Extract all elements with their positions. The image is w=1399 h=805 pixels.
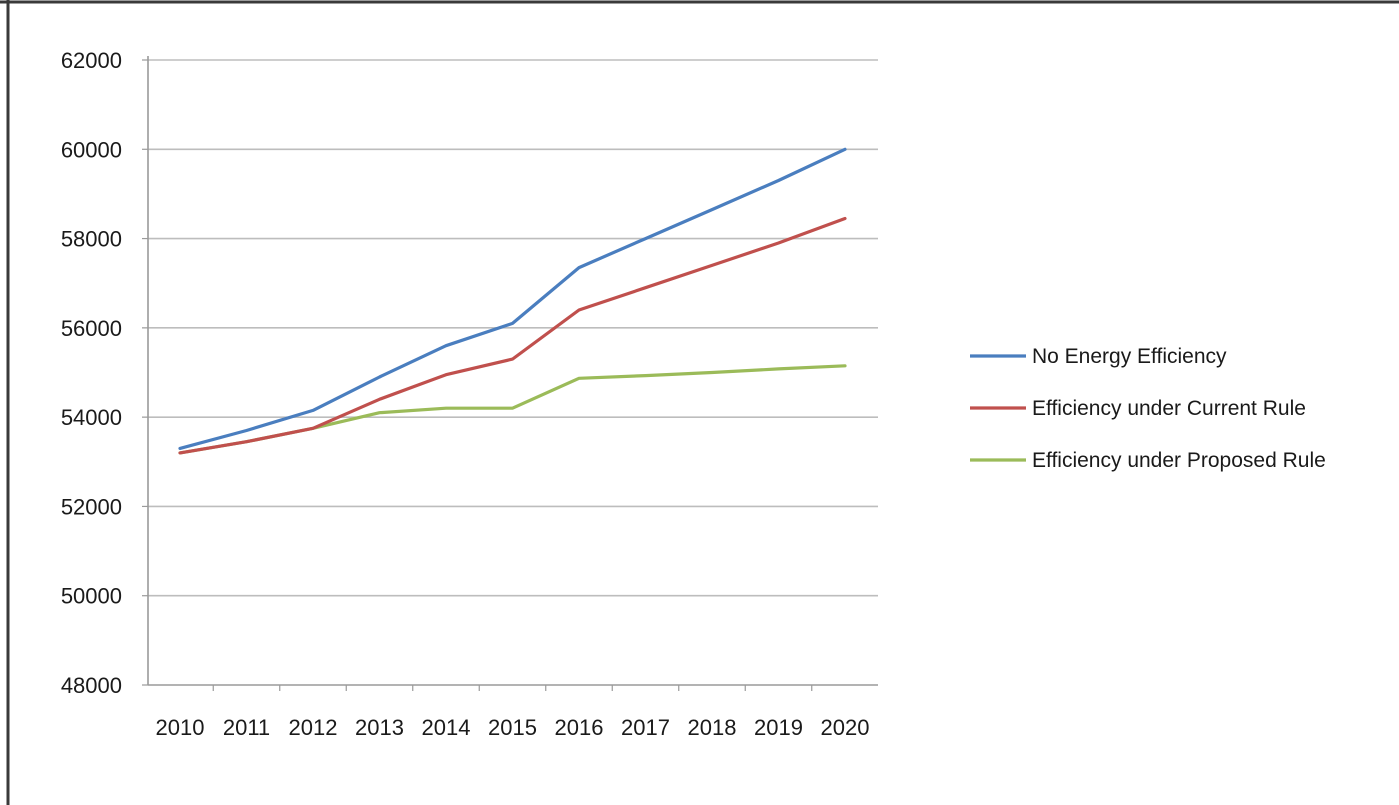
x-tick-label: 2017 <box>621 715 670 740</box>
x-tick-label: 2012 <box>289 715 338 740</box>
x-tick-label: 2019 <box>754 715 803 740</box>
x-tick-label: 2014 <box>422 715 471 740</box>
y-tick-label: 52000 <box>61 494 122 519</box>
series-line <box>178 364 847 455</box>
y-tick-label: 62000 <box>61 48 122 73</box>
legend-entry: Efficiency under Proposed Rule <box>1032 449 1326 472</box>
y-tick-label: 60000 <box>61 137 122 162</box>
x-tick-label: 2020 <box>821 715 870 740</box>
y-tick-label: 56000 <box>61 316 122 341</box>
y-tick-label: 58000 <box>61 227 122 252</box>
legend-entry: Efficiency under Current Rule <box>1032 397 1306 420</box>
y-tick-label: 50000 <box>61 584 122 609</box>
x-tick-label: 2011 <box>223 715 270 740</box>
x-tick-label: 2015 <box>488 715 537 740</box>
x-tick-label: 2018 <box>688 715 737 740</box>
series-line <box>178 216 847 455</box>
y-tick-label: 54000 <box>61 405 122 430</box>
x-tick-label: 2013 <box>355 715 404 740</box>
x-tick-label: 2010 <box>156 715 205 740</box>
y-tick-label: 48000 <box>61 673 122 698</box>
series-line <box>178 147 847 450</box>
legend-entry: No Energy Efficiency <box>1032 345 1227 368</box>
x-tick-label: 2016 <box>555 715 604 740</box>
